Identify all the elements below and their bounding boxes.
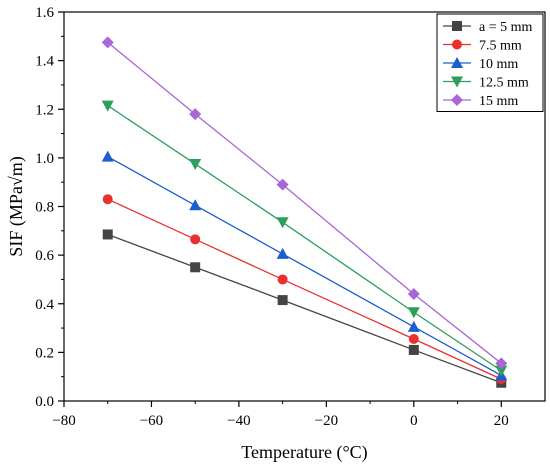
data-point (276, 178, 289, 191)
y-axis: 0.0 0.2 0.4 0.6 0.8 1.0 1.2 1.4 1.6 (35, 5, 64, 410)
y-tick-label: 1.2 (35, 102, 54, 118)
data-point (408, 334, 419, 345)
y-tick-label: 0.0 (35, 394, 54, 410)
data-point (189, 199, 202, 211)
x-tick-label: −20 (315, 413, 338, 429)
data-point (407, 320, 420, 332)
series-1 (102, 194, 507, 385)
y-tick-label: 1.4 (35, 54, 54, 70)
x-axis: −80 −60 −40 −20 0 20 (52, 401, 509, 429)
legend-marker (451, 76, 463, 88)
series-4 (101, 36, 508, 370)
data-point (495, 365, 508, 377)
data-point (276, 247, 289, 259)
data-point (102, 229, 113, 240)
y-tick-label: 0.8 (35, 200, 54, 216)
legend-label: 7.5 mm (479, 39, 522, 54)
series-2 (101, 150, 508, 381)
x-axis-label: Temperature (°C) (241, 442, 367, 463)
y-tick-label: 0.6 (35, 248, 54, 264)
legend-label: 15 mm (479, 94, 518, 109)
legend: a = 5 mm 7.5 mm 10 mm 12.5 mm 15 mm (436, 13, 544, 112)
data-point (189, 108, 202, 121)
series-layer (101, 36, 508, 388)
y-axis-label: SIF (MPa√m) (6, 156, 27, 256)
series-3 (101, 100, 508, 377)
x-tick-label: −40 (227, 413, 250, 429)
legend-label: 12.5 mm (479, 76, 529, 91)
y-tick-label: 1.0 (35, 151, 54, 167)
data-point (189, 158, 202, 170)
data-point (190, 262, 201, 273)
data-point (277, 295, 288, 306)
data-point (190, 234, 201, 245)
data-point (408, 344, 419, 355)
legend-label: a = 5 mm (479, 20, 532, 35)
legend-label: 10 mm (479, 57, 518, 72)
legend-marker (451, 94, 463, 106)
x-tick-label: 0 (410, 413, 418, 429)
series-line (107, 156, 502, 377)
series-line (107, 105, 502, 372)
data-point (101, 150, 114, 162)
x-tick-label: 20 (494, 413, 509, 429)
y-tick-label: 0.2 (35, 345, 54, 361)
data-point (101, 36, 114, 49)
data-point (102, 194, 113, 205)
series-line (107, 233, 502, 384)
data-point (101, 100, 114, 112)
x-tick-label: −80 (52, 413, 75, 429)
data-point (407, 288, 420, 301)
legend-marker (452, 21, 462, 31)
x-tick-label: −60 (140, 413, 163, 429)
series-0 (102, 229, 507, 388)
legend-marker (451, 57, 463, 68)
y-tick-label: 0.4 (35, 297, 54, 313)
data-point (277, 274, 288, 285)
legend-marker (452, 39, 462, 50)
data-point (495, 357, 508, 370)
series-line (107, 198, 502, 380)
data-point (407, 307, 420, 319)
data-point (276, 217, 289, 229)
y-tick-label: 1.6 (35, 5, 54, 21)
